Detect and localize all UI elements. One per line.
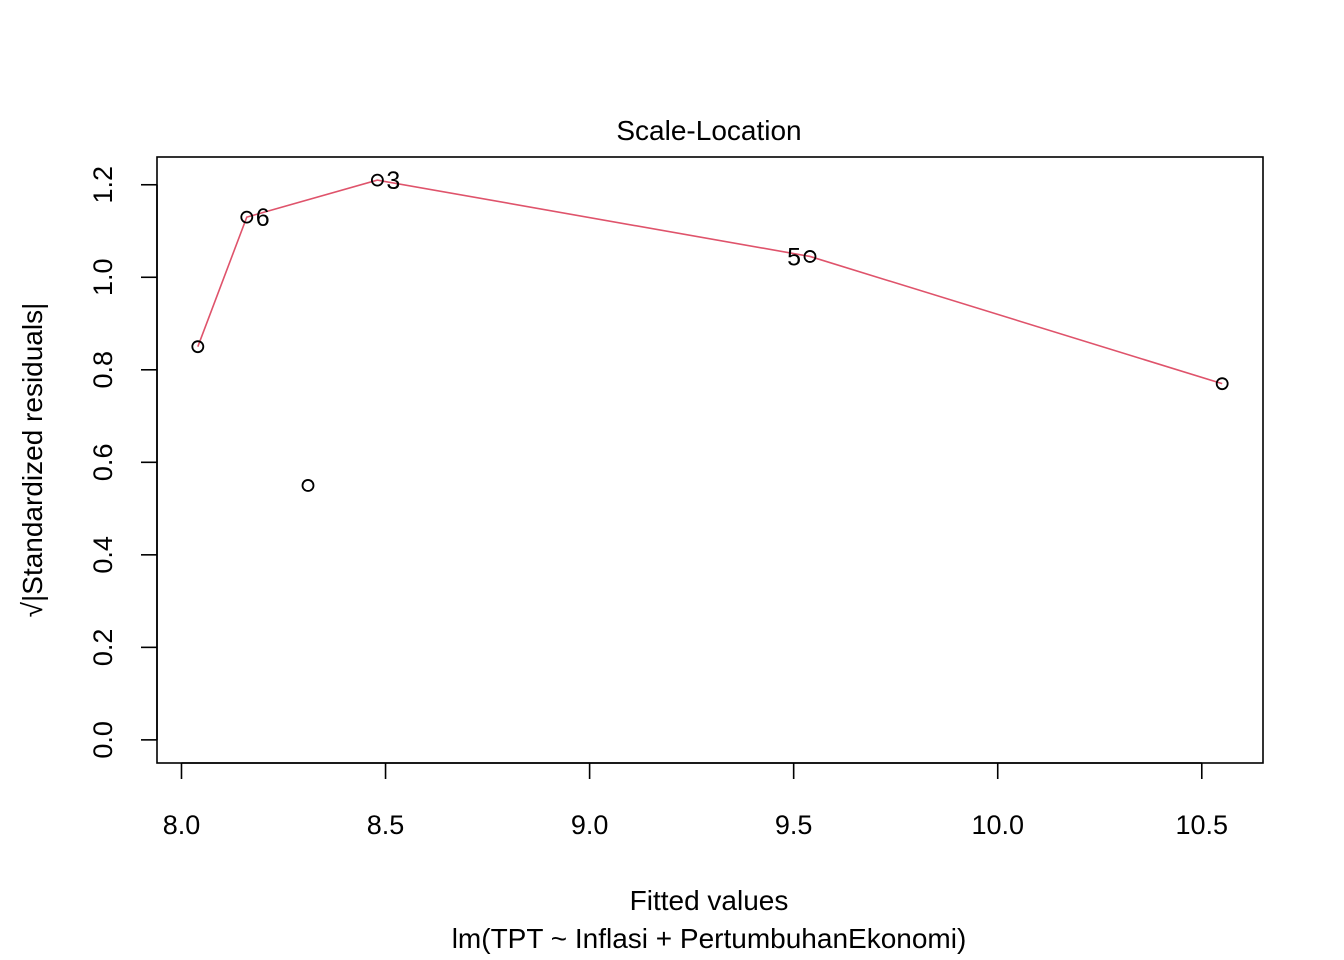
smooth-line: [197, 179, 1223, 385]
y-tick-label: 0.8: [88, 351, 118, 389]
data-point: [370, 173, 384, 187]
data-point: [803, 250, 817, 263]
data-point: [1215, 377, 1229, 391]
x-tick-label: 8.5: [367, 810, 405, 840]
x-tick-label: 9.5: [775, 810, 813, 840]
point-labels-layer: 6 3 5: [256, 167, 801, 271]
y-tick-label: 0.2: [88, 629, 118, 667]
y-tick-label: 0.0: [88, 721, 118, 759]
y-tick-label: 1.0: [88, 259, 118, 297]
y-tick-label: 1.2: [88, 166, 118, 204]
points-layer: [191, 173, 1229, 492]
point-label: 5: [787, 243, 801, 271]
y-axis-label: √|Standardized residuals|: [17, 303, 48, 618]
y-tick-label: 0.4: [88, 536, 118, 574]
data-point: [191, 340, 205, 354]
point-label: 6: [256, 204, 270, 232]
x-tick-label: 8.0: [163, 810, 201, 840]
y-axis: 0.0 0.2 0.4 0.6 0.8 1.0 1.2: [88, 166, 158, 759]
x-tick-label: 10.5: [1176, 810, 1229, 840]
chart-title: Scale-Location: [616, 115, 801, 146]
data-point: [301, 479, 315, 492]
smooth-line-layer: [197, 179, 1223, 385]
data-point: [240, 210, 254, 224]
chart-subtitle: lm(TPT ~ Inflasi + PertumbuhanEkonomi): [452, 923, 967, 954]
x-axis: 8.0 8.5 9.0 9.5 10.0 10.5: [163, 762, 1229, 840]
x-tick-label: 10.0: [971, 810, 1024, 840]
point-label: 3: [386, 167, 400, 195]
x-tick-label: 9.0: [571, 810, 609, 840]
y-tick-label: 0.6: [88, 444, 118, 482]
x-axis-label: Fitted values: [630, 885, 789, 916]
